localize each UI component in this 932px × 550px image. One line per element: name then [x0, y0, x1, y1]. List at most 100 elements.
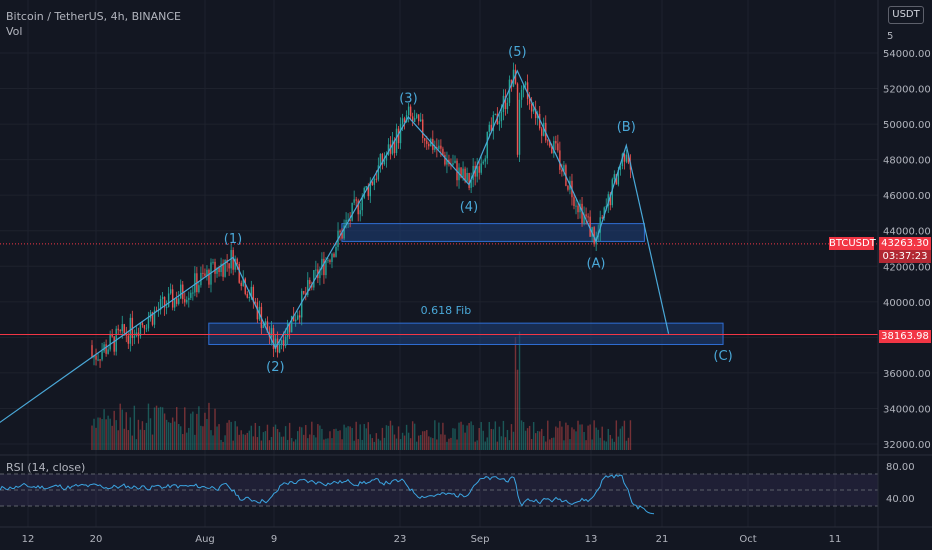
volume-bar: [294, 439, 297, 450]
volume-bar: [543, 436, 545, 450]
volume-bar: [357, 439, 359, 450]
volume-bar: [369, 434, 372, 450]
candle-body: [335, 247, 337, 257]
grid: [0, 0, 878, 527]
wave-label: (1): [224, 232, 242, 247]
candle-body: [387, 144, 390, 155]
candle-body: [143, 325, 146, 329]
candle-body: [319, 269, 321, 279]
volume-bar: [522, 421, 525, 450]
volume-bar: [123, 428, 125, 450]
candle-body: [627, 154, 630, 163]
volume-bar: [169, 422, 172, 450]
candle-body: [409, 106, 412, 117]
volume-bar: [351, 427, 353, 450]
candle-body: [601, 217, 603, 219]
volume-bar: [579, 424, 581, 450]
candle-body: [587, 216, 589, 218]
candle-body: [212, 261, 214, 263]
volume-bar: [492, 429, 495, 450]
volume-bar: [212, 435, 214, 450]
volume-bar: [442, 422, 444, 450]
candle-body: [415, 114, 418, 119]
volume-bar: [547, 420, 549, 450]
candle-body: [468, 172, 470, 188]
volume-bar: [137, 419, 140, 450]
candle-body: [178, 298, 180, 304]
candle-body: [385, 154, 388, 161]
volume-bar: [206, 418, 208, 450]
chart-title[interactable]: Bitcoin / TetherUS, 4h, BINANCE: [6, 10, 182, 23]
volume-bar: [147, 403, 150, 450]
candle-body: [383, 160, 386, 165]
candle-body: [93, 355, 95, 358]
candle-body: [331, 253, 333, 262]
candle-body: [615, 174, 618, 185]
candle-body: [605, 206, 607, 208]
candle-body: [438, 145, 440, 150]
volume-bar: [353, 440, 355, 450]
volume-bar: [472, 425, 474, 450]
volume-bar: [474, 441, 476, 450]
symbol-tag: BTCUSDT: [829, 237, 876, 250]
volume-bar: [393, 434, 396, 450]
volume-bar: [93, 418, 95, 450]
volume-bar: [333, 429, 335, 450]
volume-bar: [559, 421, 561, 450]
volume-bar: [341, 439, 343, 450]
volume-bar: [95, 427, 97, 450]
volume-bar: [391, 425, 394, 450]
candle-body: [480, 163, 482, 173]
candle-body: [173, 298, 176, 308]
volume-bar: [129, 417, 132, 450]
countdown-tag: 03:37:23: [879, 250, 931, 263]
volume-bar: [506, 429, 509, 450]
volume-bar: [597, 429, 599, 450]
volume-bar: [155, 405, 158, 450]
candle-body: [323, 258, 325, 276]
volume-bar: [569, 439, 571, 450]
candle-body: [163, 296, 166, 308]
volume-bar: [395, 438, 398, 450]
volume-bar: [317, 424, 319, 450]
rsi-tick-label: 40.00: [886, 494, 915, 505]
volume-bar: [355, 421, 357, 450]
volume-bar: [178, 423, 180, 450]
volume-bar: [365, 428, 367, 450]
volume-bar: [450, 437, 452, 450]
candle-body: [373, 178, 376, 185]
volume-bar: [325, 438, 327, 450]
candle-body: [353, 199, 355, 203]
volume-indicator-label[interactable]: Vol: [6, 25, 23, 38]
volume-bar: [119, 403, 121, 450]
volume-bar: [270, 436, 273, 450]
volume-bar: [307, 438, 309, 450]
volume-bar: [121, 409, 123, 450]
volume-bar: [488, 422, 490, 450]
y-tick-label: 34000.00: [883, 404, 931, 415]
volume-bar: [260, 440, 263, 450]
rsi-indicator-label[interactable]: RSI (14, close): [6, 461, 86, 474]
candle-body: [524, 82, 527, 86]
volume-bar: [246, 432, 248, 450]
volume-bar: [232, 440, 234, 450]
candle-body: [514, 69, 517, 84]
volume-bar: [397, 426, 400, 450]
candle-body: [357, 200, 359, 215]
volume-bar: [534, 433, 537, 450]
candle-body: [426, 140, 428, 144]
volume-bar: [482, 430, 484, 450]
volume-bar: [97, 417, 99, 450]
candle-body: [294, 319, 297, 322]
volume-bar: [280, 436, 283, 450]
candle-body: [428, 143, 430, 147]
candle-body: [486, 131, 488, 159]
volume-bar: [323, 439, 325, 450]
currency-badge[interactable]: USDT: [888, 6, 924, 24]
candle-body: [490, 124, 493, 132]
wave-path: [0, 69, 670, 424]
volume-bar: [274, 424, 277, 450]
volume-bar: [182, 434, 184, 450]
wave-label: (4): [460, 200, 478, 215]
